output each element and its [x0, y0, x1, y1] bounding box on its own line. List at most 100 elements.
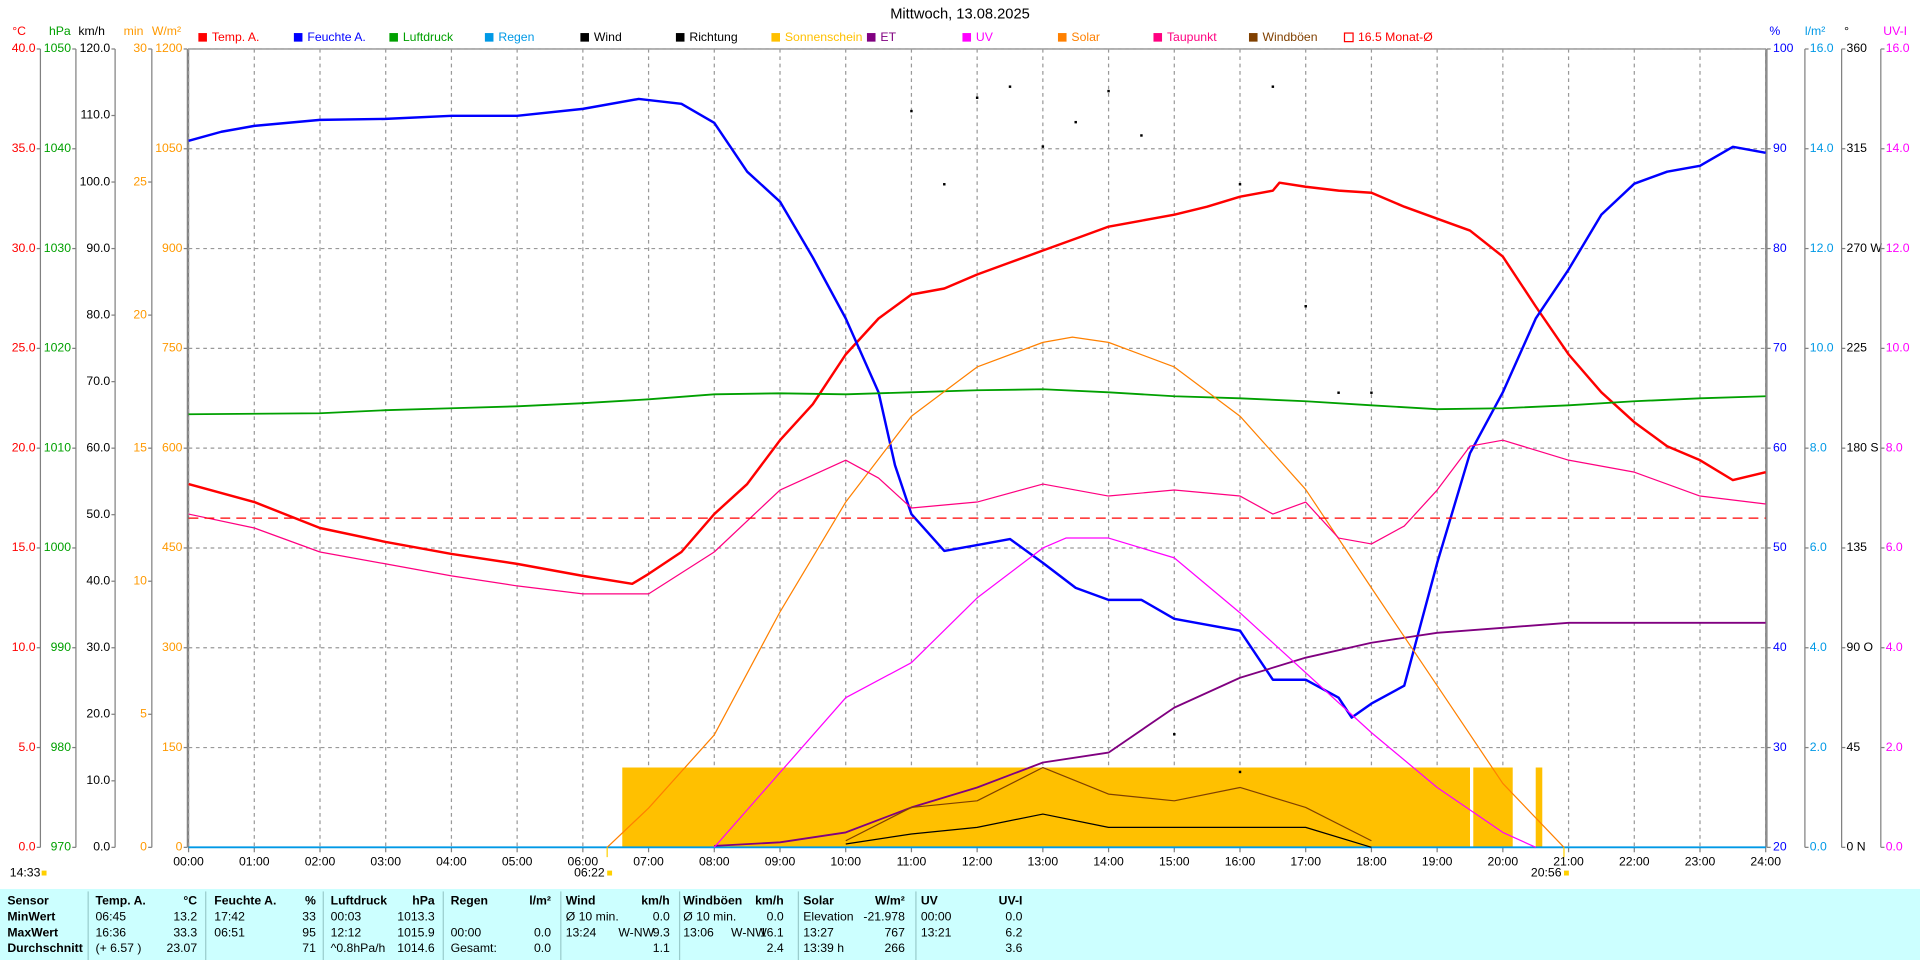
y-tick-label: 10 [133, 573, 147, 587]
annotation: 14:33 [10, 865, 41, 879]
y-tick-label: 0.0 [1886, 840, 1903, 854]
legend-label: Feuchte A. [307, 30, 366, 44]
axis-unit: ° [1844, 24, 1849, 38]
summary-cell: Ø 10 min. [566, 909, 619, 923]
y-tick-label: 300 [162, 640, 183, 654]
direction-point [1140, 134, 1143, 137]
summary-cell: 13:27 [803, 925, 834, 939]
legend-label: ET [880, 30, 896, 44]
y-tick-label: 120.0 [80, 41, 111, 55]
summary-cell: -21.978 [863, 909, 905, 923]
y-tick-label: 750 [162, 341, 183, 355]
axis-unit: W/m² [152, 24, 181, 38]
y-tick-label: 10.0 [86, 773, 110, 787]
y-tick-label: 90 O [1847, 640, 1874, 654]
y-tick-label: 270 W [1847, 241, 1883, 255]
y-tick-label: 135 [1847, 540, 1868, 554]
legend-label: Wind [594, 30, 622, 44]
y-tick-label: 0.0 [1810, 840, 1827, 854]
y-tick-label: 1050 [44, 41, 71, 55]
y-tick-label: 30 [1773, 740, 1787, 754]
legend-swatch [198, 33, 207, 42]
y-tick-label: 30 [133, 41, 147, 55]
direction-point [1337, 391, 1340, 394]
direction-point [1008, 85, 1012, 88]
y-tick-label: 0.0 [93, 840, 110, 854]
summary-header: km/h [755, 893, 784, 907]
y-tick-label: 20.0 [12, 440, 36, 454]
summary-cell: 33.3 [173, 925, 197, 939]
y-tick-label: 20.0 [86, 707, 110, 721]
direction-point [1238, 770, 1242, 774]
direction-point [975, 96, 979, 99]
summary-header: hPa [412, 893, 435, 907]
legend-swatch [580, 33, 589, 42]
x-tick-label: 04:00 [436, 854, 467, 868]
summary-cell: 33 [302, 909, 316, 923]
y-tick-label: 100 [1773, 41, 1794, 55]
legend-swatch [866, 33, 876, 42]
y-tick-label: 1200 [155, 41, 182, 55]
y-tick-label: 6.0 [1810, 540, 1827, 554]
direction-point [1271, 85, 1275, 88]
x-tick-label: 12:00 [962, 854, 993, 868]
summary-cell: 13:06 [683, 925, 714, 939]
x-tick-label: 06:00 [568, 854, 599, 868]
summary-cell: 00:00 [921, 909, 952, 923]
y-tick-label: 5 [140, 707, 147, 721]
annotation: 06:22 [574, 865, 605, 879]
axis-unit: km/h [78, 24, 105, 38]
direction-point [1041, 145, 1045, 148]
axis-unit: % [1769, 24, 1780, 38]
y-tick-label: 40 [1773, 640, 1787, 654]
direction-point [1304, 305, 1307, 308]
y-tick-label: 20 [133, 307, 147, 321]
x-tick-label: 22:00 [1619, 854, 1650, 868]
summary-cell: 1.1 [653, 941, 670, 955]
summary-cell: 13:24 [566, 925, 597, 939]
series-line [714, 621, 1766, 847]
summary-cell: Ø 10 min. [683, 909, 736, 923]
summary-cell: ^0.8hPa/h [331, 941, 386, 955]
y-tick-label: 16.0 [1810, 41, 1834, 55]
summary-cell: W-NW [618, 925, 654, 939]
summary-background [0, 888, 1920, 960]
y-tick-label: 1010 [44, 440, 71, 454]
y-tick-label: 0.0 [18, 840, 35, 854]
y-tick-label: 20 [1773, 840, 1787, 854]
x-tick-label: 08:00 [699, 854, 730, 868]
legend-swatch [771, 33, 780, 42]
y-tick-label: 16.0 [1886, 41, 1910, 55]
y-tick-label: 1000 [44, 540, 71, 554]
y-tick-label: 2.0 [1886, 740, 1903, 754]
chart-title: Mittwoch, 13.08.2025 [890, 7, 1030, 23]
summary-header: UV-I [999, 893, 1023, 907]
y-tick-label: 360 [1847, 41, 1868, 55]
summary-cell: 00:00 [451, 925, 482, 939]
summary-cell: 16.1 [760, 925, 784, 939]
y-tick-label: 8.0 [1810, 440, 1827, 454]
y-tick-label: 225 [1847, 341, 1868, 355]
summary-header: l/m² [529, 893, 551, 907]
summary-cell: 0.0 [534, 925, 551, 939]
summary-cell: 12:12 [331, 925, 362, 939]
y-tick-label: 15 [133, 440, 147, 454]
y-tick-label: 0 [140, 840, 147, 854]
legend-swatch [675, 33, 685, 42]
legend-label: Temp. A. [212, 30, 260, 44]
series-line [845, 813, 1372, 848]
y-tick-label: 600 [162, 440, 183, 454]
summary-cell: 06:45 [96, 909, 127, 923]
legend-swatch [1248, 33, 1258, 42]
annotation-marker [607, 870, 613, 876]
legend-swatch [1057, 33, 1067, 42]
summary-cell: 3.6 [1005, 941, 1022, 955]
series-line [188, 388, 1766, 416]
y-tick-label: 15.0 [12, 540, 36, 554]
y-tick-label: 12.0 [1810, 241, 1834, 255]
y-tick-label: 1030 [44, 241, 71, 255]
y-tick-label: 0 N [1847, 840, 1866, 854]
summary-cell: 1014.6 [397, 941, 435, 955]
y-tick-label: 4.0 [1886, 640, 1903, 654]
